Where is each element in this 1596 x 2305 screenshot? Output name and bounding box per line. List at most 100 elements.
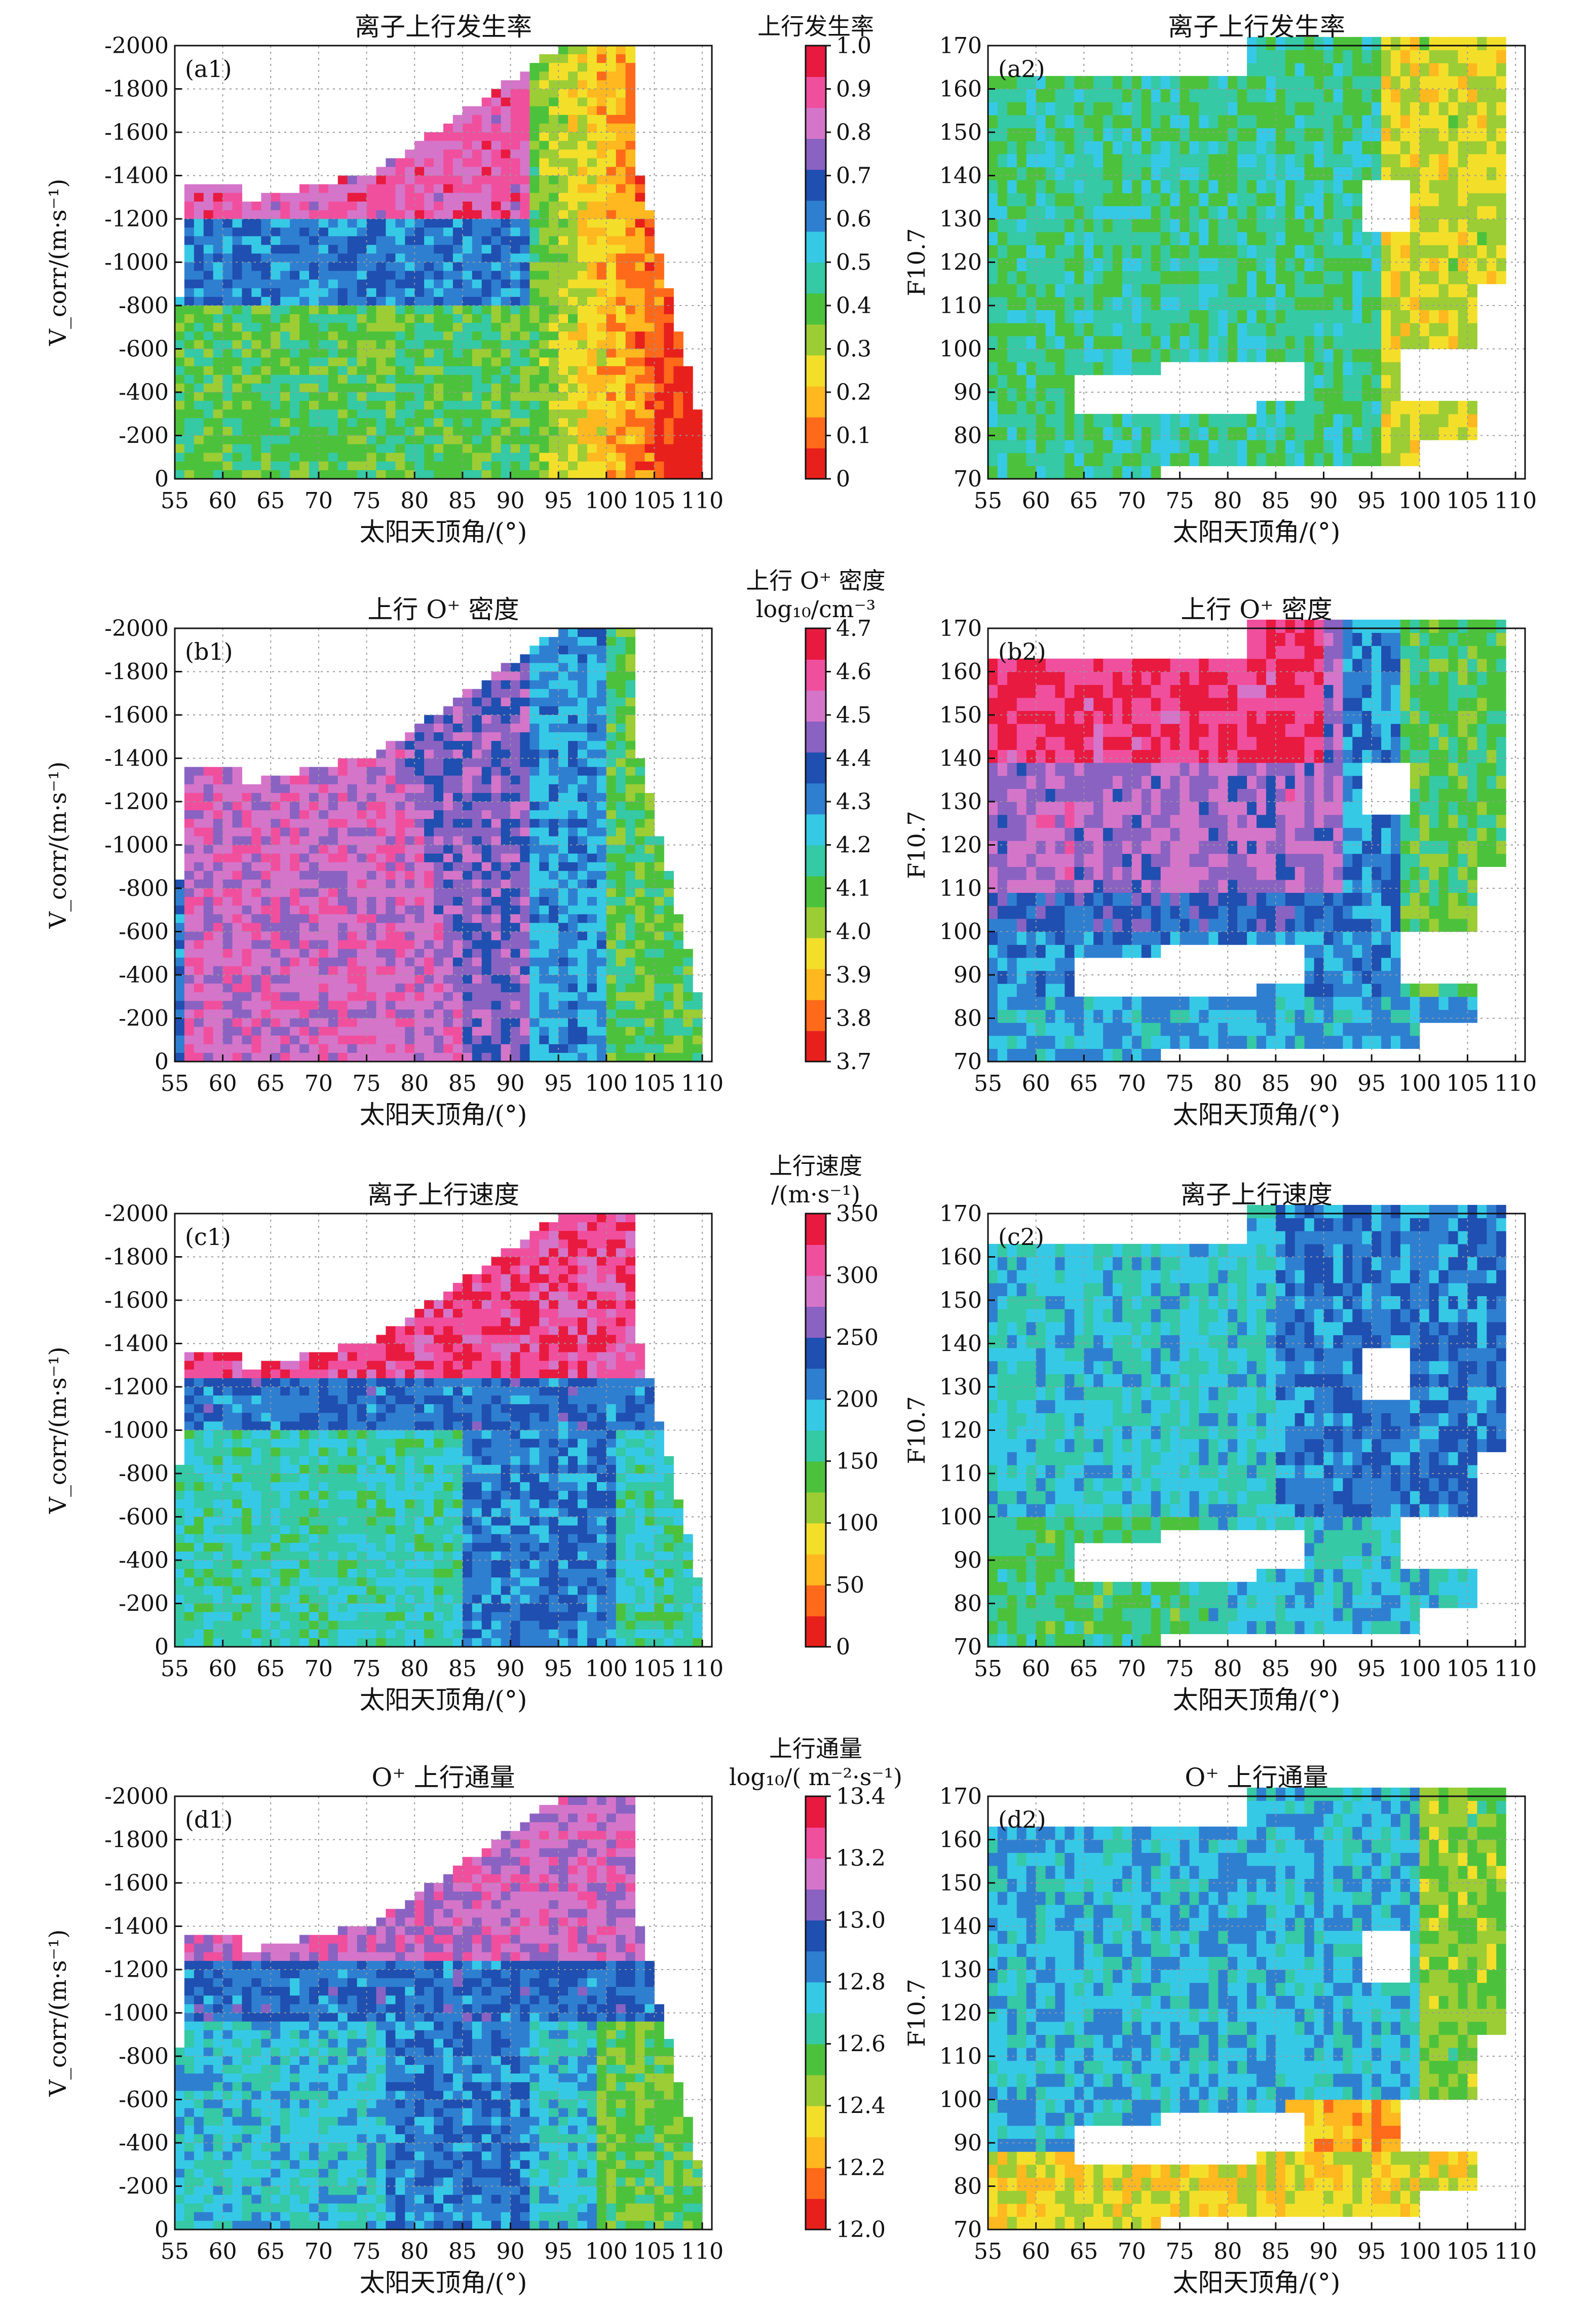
heatmap-cell (606, 357, 617, 367)
heatmap-cell (309, 1044, 319, 1053)
heatmap-cell (366, 435, 377, 445)
heatmap-cell (405, 992, 415, 1001)
heatmap-cell (1295, 310, 1305, 323)
heatmap-cell (395, 741, 405, 750)
heatmap-cell (1247, 323, 1257, 336)
heatmap-cell (606, 219, 617, 228)
heatmap-cell (395, 1018, 405, 1028)
heatmap-cell (366, 1035, 377, 1045)
heatmap-cell (491, 306, 502, 315)
heatmap-cell (328, 262, 338, 272)
heatmap-cell (501, 97, 511, 107)
heatmap-cell (414, 949, 425, 958)
heatmap-cell (472, 106, 482, 116)
heatmap-cell (558, 228, 568, 237)
heatmap-cell (1448, 75, 1459, 90)
heatmap-cell (1026, 362, 1037, 375)
heatmap-cell (1304, 284, 1315, 297)
heatmap-cell (1093, 141, 1104, 155)
heatmap-cell (462, 767, 473, 776)
heatmap-cell (1343, 427, 1353, 440)
heatmap-cell (1257, 271, 1267, 284)
heatmap-cell (271, 1009, 281, 1019)
heatmap-cell (1036, 310, 1046, 323)
heatmap-cell (1285, 180, 1296, 194)
heatmap-cell (606, 115, 617, 124)
heatmap-cell (462, 923, 473, 932)
heatmap-cell (184, 853, 195, 863)
heatmap-cell (1199, 452, 1209, 466)
heatmap-cell (1237, 310, 1247, 323)
heatmap-cell (271, 810, 281, 819)
heatmap-cell (539, 149, 549, 159)
heatmap-cell (376, 836, 386, 846)
heatmap-cell (175, 1052, 185, 1062)
heatmap-cell (1419, 232, 1430, 245)
heatmap-cell (1103, 466, 1113, 479)
heatmap-cell (452, 219, 463, 228)
heatmap-cell (1429, 75, 1439, 90)
heatmap-cell (271, 288, 281, 297)
heatmap-cell (1295, 206, 1305, 219)
x-tick-label: 55 (161, 488, 189, 514)
heatmap-cell (290, 845, 300, 854)
heatmap-cell (1218, 102, 1228, 116)
heatmap-cell (1093, 89, 1104, 102)
heatmap-cell (481, 975, 492, 984)
heatmap-cell (1372, 257, 1382, 272)
heatmap-cell (491, 905, 502, 915)
heatmap-cell (357, 306, 367, 315)
heatmap-cell (539, 409, 549, 419)
heatmap-cell (472, 897, 482, 906)
heatmap-cell (271, 775, 281, 785)
heatmap-cell (568, 210, 578, 219)
heatmap-cell (318, 888, 329, 897)
heatmap-cell (1429, 180, 1439, 194)
heatmap-cell (452, 845, 463, 854)
heatmap-cell (222, 1044, 233, 1053)
heatmap-cell (1275, 310, 1286, 323)
heatmap-cell (299, 253, 310, 263)
heatmap-cell (299, 914, 310, 923)
heatmap-cell (1323, 245, 1334, 258)
heatmap-cell (481, 314, 492, 323)
heatmap-cell (625, 46, 636, 55)
heatmap-cell (1218, 219, 1228, 233)
heatmap-cell (520, 392, 530, 401)
heatmap-cell (366, 444, 377, 454)
heatmap-cell (414, 879, 425, 889)
heatmap-cell (309, 279, 319, 289)
heatmap-cell (481, 236, 492, 245)
heatmap-cell (290, 366, 300, 375)
heatmap-cell (635, 331, 645, 341)
heatmap-cell (529, 245, 540, 254)
heatmap-cell (366, 1044, 377, 1053)
heatmap-cell (405, 905, 415, 915)
heatmap-cell (1122, 219, 1132, 233)
heatmap-cell (1237, 219, 1247, 233)
heatmap-cell (357, 340, 367, 350)
heatmap-cell (203, 245, 214, 254)
heatmap-cell (1438, 75, 1449, 90)
heatmap-cell (1352, 219, 1362, 233)
heatmap-cell (988, 180, 998, 194)
heatmap-cell (1218, 427, 1228, 440)
heatmap-cell (203, 331, 214, 341)
heatmap-cell (424, 253, 434, 263)
colorbar-tick-label: 0.9 (836, 77, 871, 102)
heatmap-cell (472, 1009, 482, 1019)
heatmap-cell (635, 271, 645, 280)
heatmap-cell (1007, 401, 1017, 414)
heatmap-cell (558, 106, 568, 116)
heatmap-cell (337, 853, 348, 863)
heatmap-cell (405, 253, 415, 263)
heatmap-cell (472, 715, 482, 724)
heatmap-cell (1007, 271, 1017, 284)
heatmap-cell (251, 306, 261, 315)
heatmap-cell (587, 132, 597, 141)
heatmap-cell (175, 1018, 185, 1028)
heatmap-cell (1362, 50, 1372, 63)
heatmap-cell (1093, 310, 1104, 323)
heatmap-cell (309, 219, 319, 228)
heatmap-cell (376, 470, 386, 479)
